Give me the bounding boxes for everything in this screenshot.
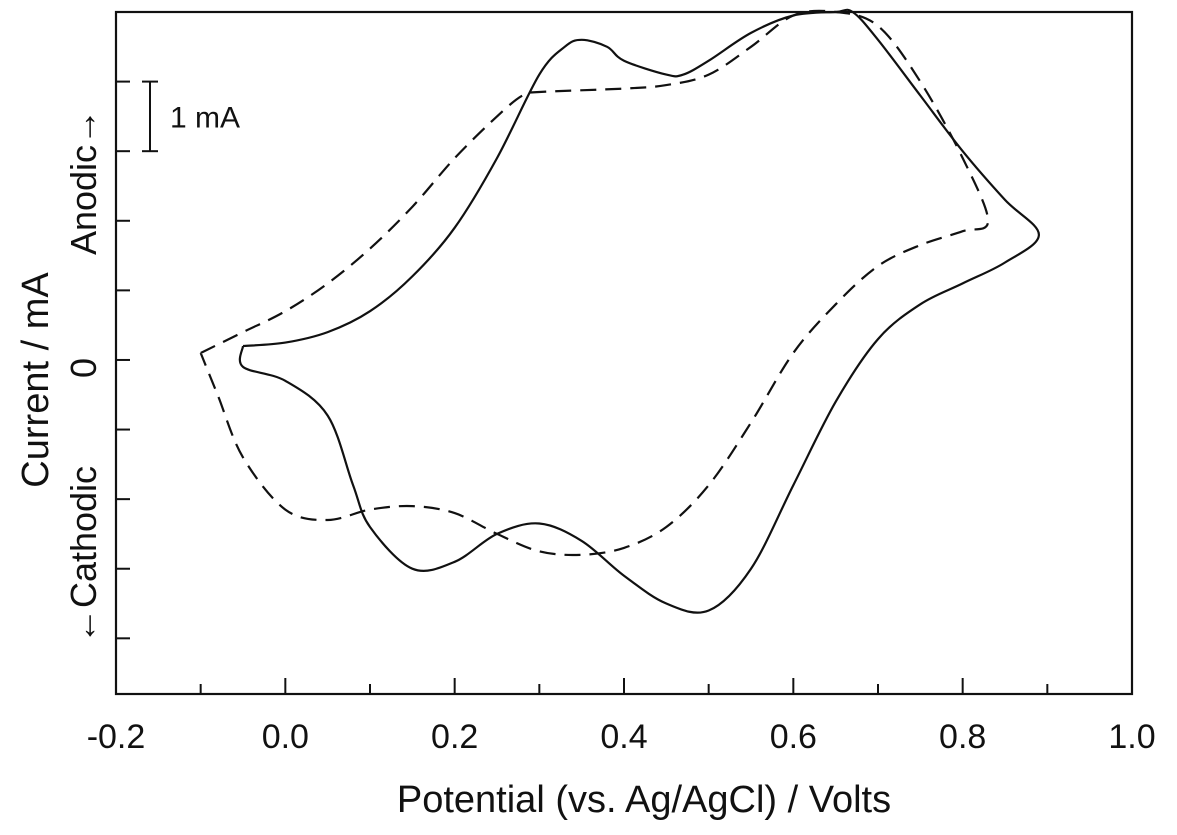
- series-dashed-line: [199, 9, 990, 557]
- plot-frame: [114, 10, 1134, 696]
- x-axis-tick-labels: -0.2 0.0 0.2 0.4 0.6 0.8 1.0: [87, 718, 1156, 756]
- y-axis-title: Current / mA: [15, 272, 57, 488]
- y-zero-label: 0: [63, 358, 104, 378]
- x-tick-label: 0.8: [939, 718, 986, 756]
- y-axis-ticks: [116, 80, 130, 640]
- x-tick-label: -0.2: [87, 718, 146, 756]
- y-direction-label-cathodic: ←Cathodic: [63, 466, 104, 644]
- scale-bar-label: 1 mA: [170, 101, 240, 134]
- scale-bar: 1 mA: [142, 80, 240, 153]
- cathodic-arrow-icon: ←: [63, 608, 104, 644]
- series-solid-line: [238, 8, 1041, 614]
- x-axis-title: Potential (vs. Ag/AgCl) / Volts: [397, 779, 891, 821]
- x-tick-label: 0.4: [600, 718, 647, 756]
- series-group: [199, 8, 1041, 614]
- x-tick-label: 0.6: [770, 718, 817, 756]
- x-axis-ticks: [115, 678, 1133, 694]
- y-direction-label-anodic: Anodic→: [63, 109, 104, 255]
- x-tick-label: 0.2: [431, 718, 478, 756]
- x-tick-label: 0.0: [262, 718, 309, 756]
- x-tick-label: 1.0: [1108, 718, 1155, 756]
- anodic-arrow-icon: →: [63, 109, 104, 145]
